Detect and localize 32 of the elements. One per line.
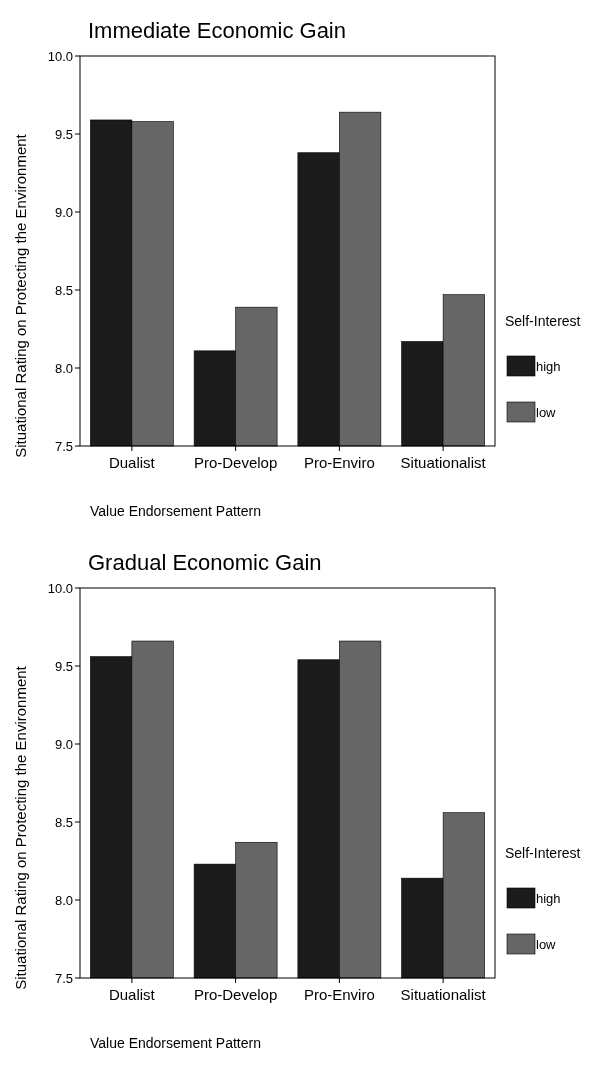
x-tick-label: Dualist bbox=[108, 454, 156, 471]
legend-label: high bbox=[536, 890, 561, 906]
x-tick-label: Dualist bbox=[108, 986, 156, 1003]
y-tick-label: 8.5 bbox=[54, 282, 73, 298]
legend-title: Self-Interest bbox=[505, 313, 581, 329]
y-tick-label: 7.5 bbox=[54, 438, 73, 454]
x-tick-label: Pro-Develop bbox=[193, 986, 278, 1003]
legend-label: low bbox=[536, 936, 557, 952]
y-tick-label: 9.5 bbox=[54, 126, 73, 142]
x-tick-label: Pro-Enviro bbox=[303, 454, 375, 471]
y-tick-label: 9.0 bbox=[54, 736, 73, 752]
legend-label: low bbox=[536, 404, 557, 420]
x-axis-title: Value Endorsement Pattern bbox=[90, 1035, 261, 1051]
y-axis-title: Situational Rating on Protecting the Environment bbox=[12, 665, 29, 990]
y-tick-label: 8.5 bbox=[54, 814, 73, 830]
y-tick-label: 10.0 bbox=[47, 48, 73, 64]
chart-title: Immediate Economic Gain bbox=[88, 18, 346, 43]
x-tick-label: Situationalist bbox=[400, 986, 487, 1003]
x-tick-label: Situationalist bbox=[400, 454, 487, 471]
y-tick-label: 8.0 bbox=[54, 892, 73, 908]
legend-label: high bbox=[536, 358, 561, 374]
x-axis-title: Value Endorsement Pattern bbox=[90, 503, 261, 519]
legend-title: Self-Interest bbox=[505, 845, 581, 861]
y-tick-label: 9.5 bbox=[54, 658, 73, 674]
x-tick-label: Pro-Develop bbox=[193, 454, 278, 471]
chart-title: Gradual Economic Gain bbox=[88, 550, 322, 575]
y-tick-label: 7.5 bbox=[54, 970, 73, 986]
x-tick-label: Pro-Enviro bbox=[303, 986, 375, 1003]
y-axis-title: Situational Rating on Protecting the Environment bbox=[12, 133, 29, 458]
y-tick-label: 9.0 bbox=[54, 204, 73, 220]
y-tick-label: 8.0 bbox=[54, 360, 73, 376]
y-tick-label: 10.0 bbox=[47, 580, 73, 596]
